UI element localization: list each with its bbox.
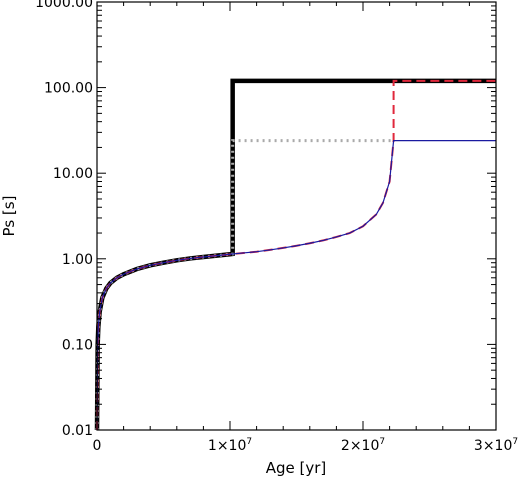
x-tick-label: 1×107 (208, 437, 252, 454)
y-tick-label: 1.00 (62, 252, 93, 268)
series-layer (94, 78, 496, 431)
y-axis-label: Ps [s] (0, 196, 18, 237)
x-tick-label: 3×107 (474, 437, 518, 454)
series-line-1 (94, 78, 496, 431)
y-tick-label: 100.00 (44, 81, 93, 97)
y-tick-label: 1000.00 (35, 0, 93, 11)
tick-layer: 0 1×107 2×107 3×107 0.01 0.10 1.00 10.00 100.00 1… (35, 0, 518, 454)
y-tick-label: 0.10 (62, 337, 93, 353)
series-line-3 (96, 79, 496, 431)
y-tick-label: 0.01 (62, 423, 93, 439)
x-tick-label: 0 (93, 438, 102, 454)
series-line-2 (95, 139, 394, 431)
y-tick-label: 10.00 (53, 166, 93, 182)
x-tick-label: 2×107 (341, 437, 385, 454)
plot-frame (96, 1, 497, 431)
x-axis-label: Age [yr] (266, 459, 327, 477)
series-line-4 (96, 140, 496, 431)
